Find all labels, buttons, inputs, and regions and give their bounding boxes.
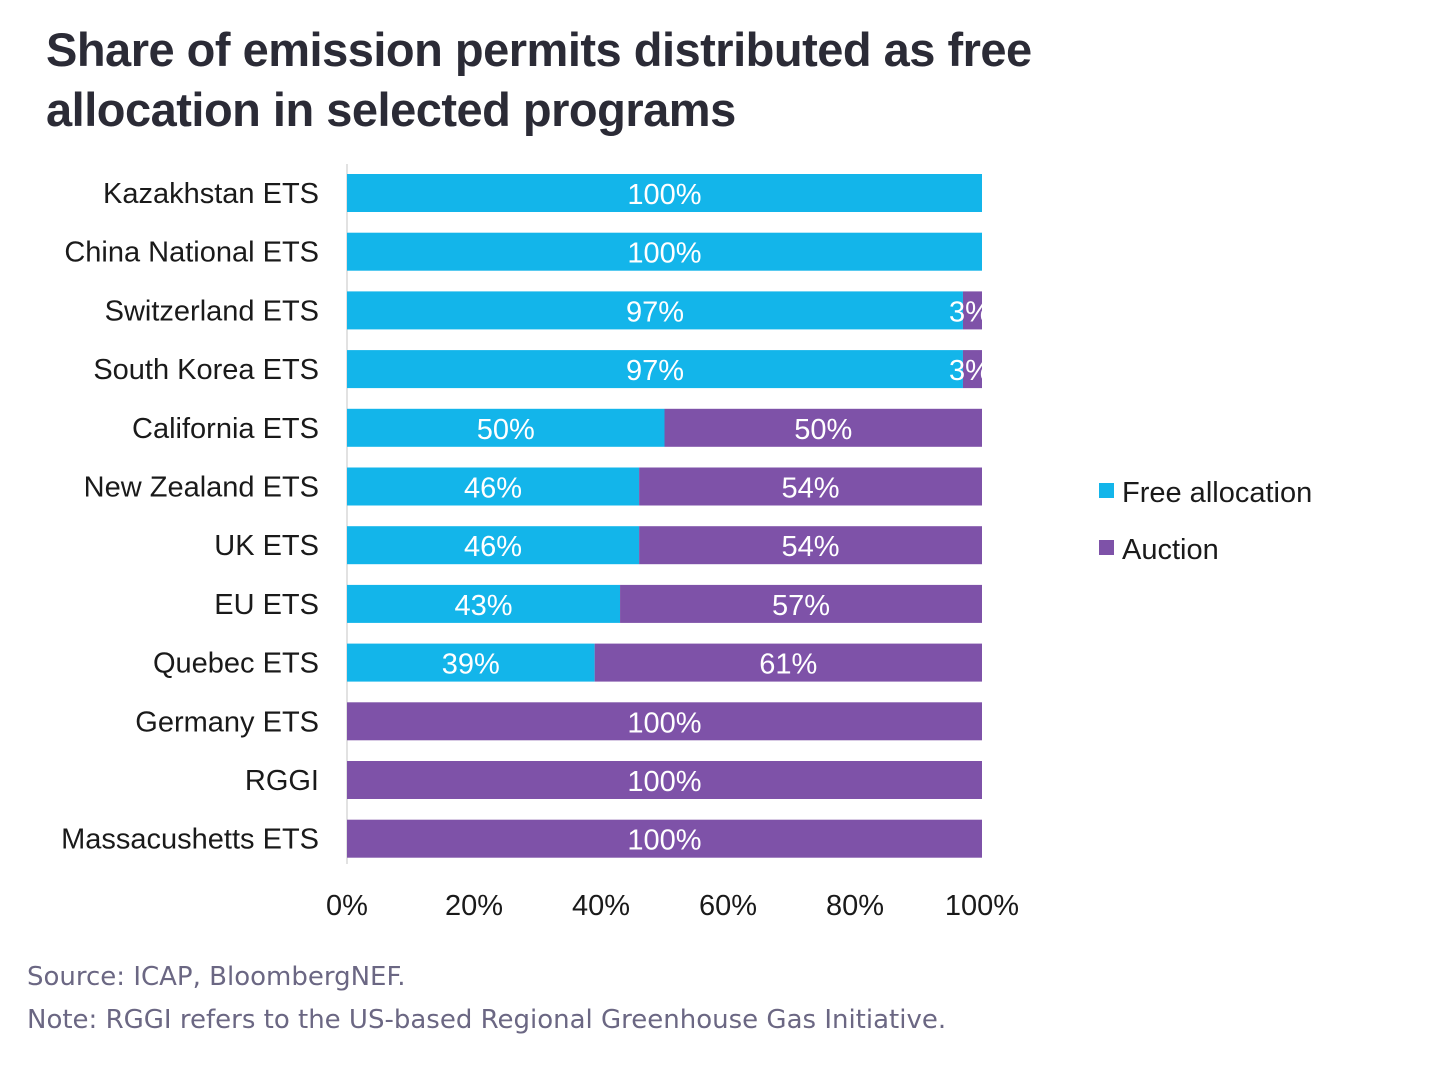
x-axis-ticks: 0% 20% 40% 60% 80% 100%	[326, 890, 1019, 922]
data-label: 43%	[455, 590, 513, 622]
bar-segment-auction	[664, 408, 982, 447]
bar-segment-auction	[347, 702, 982, 741]
data-label: 97%	[626, 355, 684, 387]
category-label: New Zealand ETS	[84, 472, 319, 504]
data-label: 54%	[782, 531, 840, 563]
bar-segment-free-allocation	[347, 174, 982, 212]
bar-segment-auction	[639, 526, 982, 565]
category-label: Kazakhstan ETS	[103, 178, 319, 210]
category-label: Quebec ETS	[153, 648, 319, 680]
legend-swatch	[1099, 540, 1114, 555]
legend-label: Auction	[1122, 534, 1219, 566]
data-label: 100%	[627, 825, 701, 857]
chart-title: Share of emission permits distributed as…	[46, 23, 1032, 136]
category-label: Switzerland ETS	[105, 295, 319, 327]
bar-segment-auction	[962, 291, 982, 330]
bar-segment-free-allocation	[347, 467, 640, 506]
data-label: 50%	[477, 414, 535, 446]
data-label: 100%	[627, 707, 701, 739]
data-label: 54%	[782, 473, 840, 505]
source-note: Source: ICAP, BloombergNEF.	[27, 962, 406, 992]
data-label: 97%	[626, 296, 684, 328]
category-label: Massacushetts ETS	[61, 824, 319, 856]
x-tick-label: 40%	[572, 890, 630, 922]
data-label: 100%	[627, 766, 701, 798]
legend: Free allocation Auction	[1099, 477, 1312, 566]
data-label: 100%	[627, 238, 701, 270]
category-label: South Korea ETS	[93, 354, 319, 386]
bar-segment-auction	[347, 761, 982, 799]
data-label: 50%	[794, 414, 852, 446]
x-tick-label: 80%	[826, 890, 884, 922]
bar-segment-free-allocation	[347, 408, 665, 447]
category-label: EU ETS	[214, 589, 319, 621]
bar-segment-auction	[639, 467, 982, 506]
category-label: California ETS	[132, 413, 319, 445]
legend-swatch	[1099, 483, 1114, 498]
bars-layer: 100% 100% 97% 3% 97% 3% 50% 50% 46% 54% 46% 54% 43% 5…	[347, 174, 991, 858]
data-label: 3%	[949, 355, 991, 387]
legend-label: Free allocation	[1122, 477, 1312, 509]
bar-segment-auction	[594, 643, 982, 682]
bar-segment-auction	[347, 819, 982, 858]
category-label: RGGI	[245, 765, 319, 797]
category-labels: Kazakhstan ETS China National ETS Switzerl…	[61, 178, 319, 856]
data-label: 61%	[759, 649, 817, 681]
x-tick-label: 100%	[945, 890, 1019, 922]
data-label: 46%	[464, 531, 522, 563]
data-label: 39%	[442, 649, 500, 681]
x-tick-label: 20%	[445, 890, 503, 922]
category-label: China National ETS	[64, 237, 319, 269]
data-label: 57%	[772, 590, 830, 622]
bar-segment-free-allocation	[347, 232, 982, 271]
bar-segment-auction	[962, 350, 982, 389]
footnote: Note: RGGI refers to the US-based Region…	[27, 1005, 947, 1035]
bar-segment-free-allocation	[347, 350, 963, 389]
bar-segment-free-allocation	[347, 643, 595, 682]
data-label: 46%	[464, 473, 522, 505]
x-tick-label: 60%	[699, 890, 757, 922]
x-tick-label: 0%	[326, 890, 368, 922]
category-label: UK ETS	[214, 530, 319, 562]
data-label: 3%	[949, 296, 991, 328]
category-label: Germany ETS	[135, 706, 319, 738]
bar-segment-free-allocation	[347, 526, 640, 565]
bar-segment-free-allocation	[347, 584, 621, 623]
bar-segment-free-allocation	[347, 291, 963, 330]
data-label: 100%	[627, 179, 701, 211]
bar-segment-auction	[620, 584, 982, 623]
